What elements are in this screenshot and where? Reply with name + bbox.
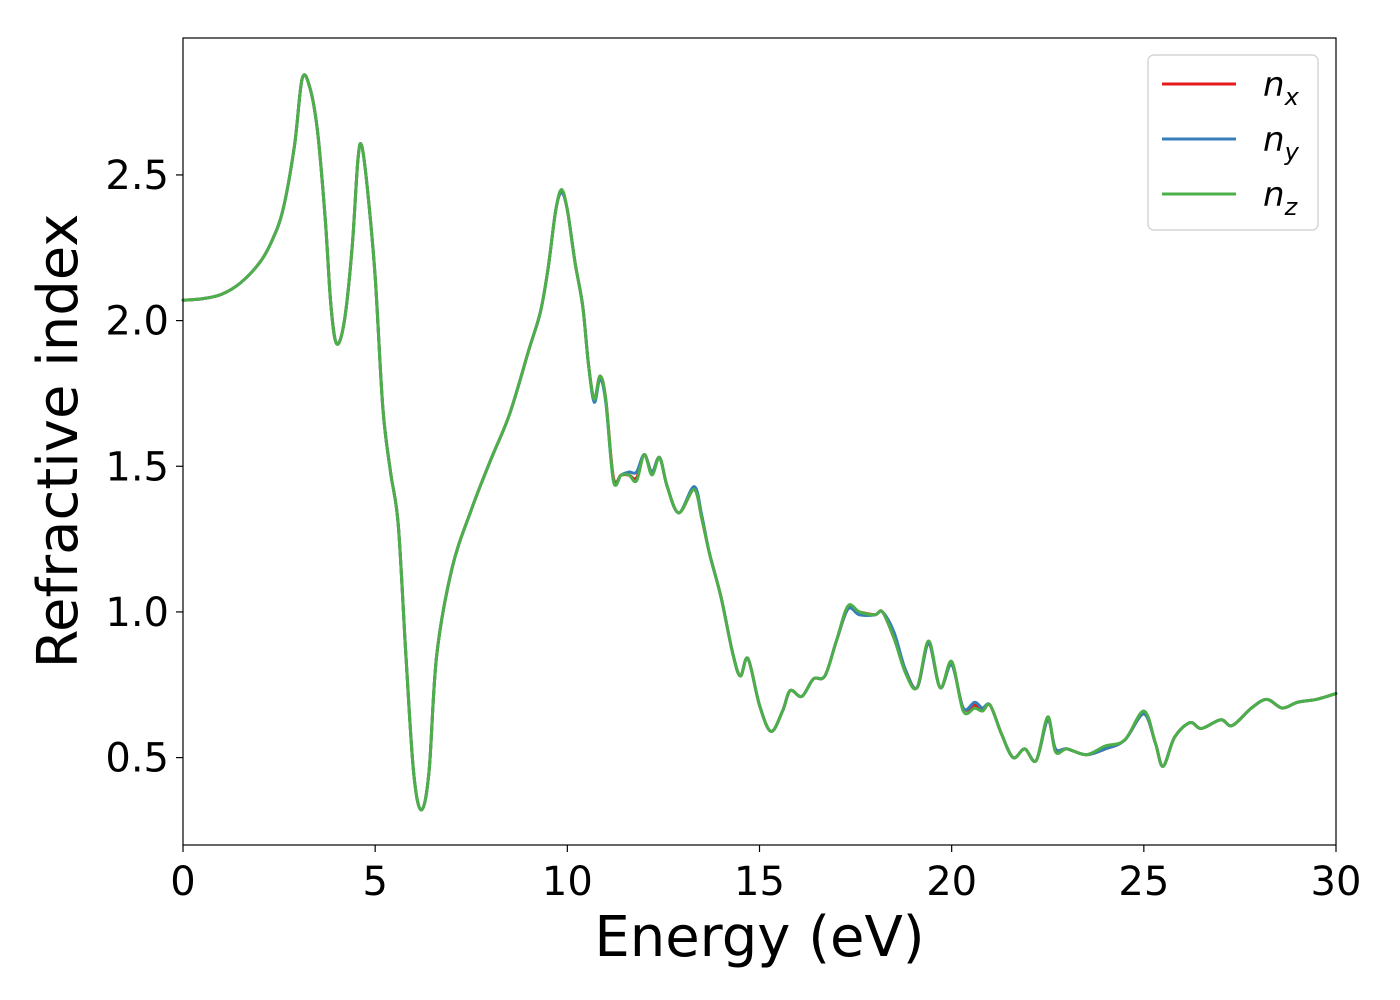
y-axis: 0.5 1.0 1.5 2.0 2.5 bbox=[105, 153, 183, 782]
series-line-nz bbox=[181, 73, 1338, 812]
y-axis-label: Refractive index bbox=[26, 214, 91, 669]
legend-label-base: n bbox=[1263, 65, 1285, 105]
x-axis: 0 5 10 15 20 25 30 bbox=[170, 845, 1361, 905]
x-tick-label: 10 bbox=[542, 859, 593, 905]
x-axis-label: Energy (eV) bbox=[594, 905, 924, 970]
x-tick-label: 20 bbox=[926, 859, 977, 905]
legend-label-ny: ny bbox=[1263, 120, 1300, 166]
x-tick-label: 25 bbox=[1118, 859, 1169, 905]
legend-label-base: n bbox=[1263, 120, 1285, 160]
legend-label-subscript: z bbox=[1284, 193, 1299, 221]
x-tick-label: 15 bbox=[734, 859, 785, 905]
y-tick-label: 2.5 bbox=[105, 153, 169, 199]
legend-label-nx: nx bbox=[1263, 65, 1300, 111]
x-tick-label: 0 bbox=[170, 859, 195, 905]
series-layer bbox=[181, 73, 1338, 812]
legend-label-nz: nz bbox=[1263, 175, 1299, 221]
y-tick-label: 2.0 bbox=[105, 299, 169, 345]
legend-label-subscript: y bbox=[1284, 138, 1300, 166]
legend-label-base: n bbox=[1263, 175, 1285, 215]
y-tick-label: 0.5 bbox=[105, 736, 169, 782]
x-tick-label: 30 bbox=[1311, 859, 1362, 905]
y-tick-label: 1.5 bbox=[105, 444, 169, 490]
y-tick-label: 1.0 bbox=[105, 590, 169, 636]
legend-box bbox=[1147, 54, 1319, 231]
x-tick-label: 5 bbox=[362, 859, 387, 905]
legend-label-subscript: x bbox=[1284, 83, 1300, 111]
